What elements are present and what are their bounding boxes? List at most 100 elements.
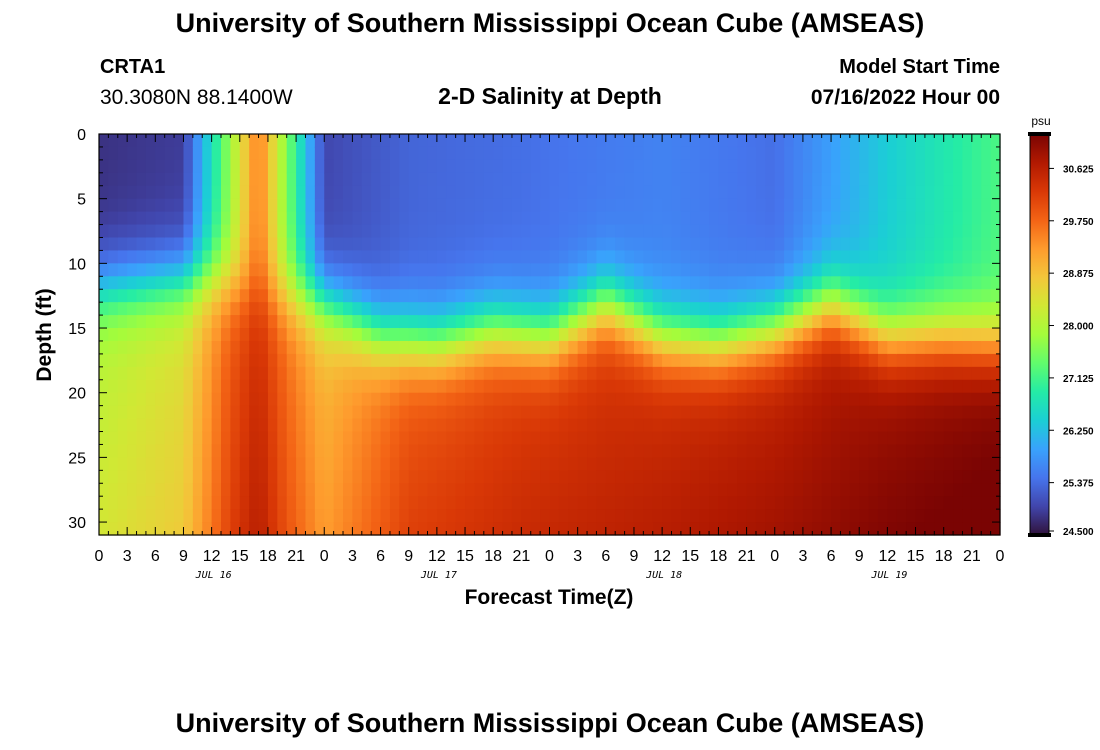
heatmap-cell xyxy=(427,509,438,523)
heatmap-cell xyxy=(934,198,945,213)
heatmap-cell xyxy=(127,522,138,536)
heatmap-cell xyxy=(990,509,1001,523)
heatmap-cell xyxy=(249,392,260,407)
heatmap-cell xyxy=(136,353,147,368)
heatmap-cell xyxy=(587,353,598,368)
heatmap-cell xyxy=(605,302,616,316)
heatmap-cell xyxy=(802,134,813,148)
heatmap-cell xyxy=(784,250,795,264)
heatmap-cell xyxy=(371,276,382,290)
heatmap-cell xyxy=(483,457,494,471)
heatmap-cell xyxy=(296,470,307,484)
heatmap-cell xyxy=(399,457,410,471)
heatmap-cell xyxy=(568,328,579,342)
heatmap-cell xyxy=(333,457,344,471)
heatmap-cell xyxy=(887,224,898,239)
heatmap-cell xyxy=(990,250,1001,264)
heatmap-cell xyxy=(971,263,982,277)
heatmap-cell xyxy=(849,418,860,433)
heatmap-cell xyxy=(821,146,832,161)
heatmap-cell xyxy=(558,185,569,200)
heatmap-cell xyxy=(840,522,851,536)
heatmap-cell xyxy=(718,353,729,368)
heatmap-cell xyxy=(793,522,804,536)
heatmap-cell xyxy=(746,211,757,226)
heatmap-cell xyxy=(906,198,917,213)
x-tick-label: 6 xyxy=(601,548,610,565)
heatmap-cell xyxy=(737,146,748,161)
heatmap-cell xyxy=(211,302,222,316)
heatmap-cell xyxy=(971,302,982,316)
heatmap-cell xyxy=(136,289,147,303)
heatmap-cell xyxy=(652,159,663,174)
heatmap-cell xyxy=(840,146,851,161)
heatmap-cell xyxy=(127,237,138,252)
heatmap-cell xyxy=(896,159,907,174)
heatmap-cell xyxy=(558,353,569,368)
heatmap-cell xyxy=(418,289,429,303)
heatmap-cell xyxy=(577,172,588,187)
x-tick-label: 21 xyxy=(963,548,981,565)
heatmap-cell xyxy=(934,159,945,174)
heatmap-cell xyxy=(202,392,213,407)
heatmap-cell xyxy=(483,302,494,316)
heatmap-cell xyxy=(981,198,992,213)
heatmap-cell xyxy=(896,198,907,213)
heatmap-cell xyxy=(267,134,278,148)
heatmap-cell xyxy=(831,185,842,200)
heatmap-cell xyxy=(587,470,598,484)
heatmap-cell xyxy=(380,431,391,446)
heatmap-cell xyxy=(802,289,813,303)
heatmap-cell xyxy=(343,379,354,394)
heatmap-cell xyxy=(812,185,823,200)
heatmap-cell xyxy=(587,366,598,381)
heatmap-cell xyxy=(568,444,579,458)
heatmap-cell xyxy=(906,134,917,148)
heatmap-cell xyxy=(202,224,213,239)
heatmap-cell xyxy=(981,405,992,420)
heatmap-cell xyxy=(868,276,879,290)
heatmap-cell xyxy=(99,211,109,226)
heatmap-cell xyxy=(709,522,720,536)
heatmap-cell xyxy=(605,444,616,458)
heatmap-cell xyxy=(502,509,513,523)
heatmap-cell xyxy=(802,224,813,239)
heatmap-cell xyxy=(755,315,766,329)
heatmap-cell xyxy=(765,289,776,303)
heatmap-cell xyxy=(943,496,954,510)
heatmap-cell xyxy=(174,315,185,329)
heatmap-cell xyxy=(699,263,710,277)
heatmap-cell xyxy=(690,444,701,458)
heatmap-cell xyxy=(305,405,316,420)
heatmap-cell xyxy=(267,159,278,174)
x-tick-label: 3 xyxy=(798,548,807,565)
heatmap-cell xyxy=(239,405,250,420)
heatmap-cell xyxy=(943,353,954,368)
heatmap-cell xyxy=(727,470,738,484)
heatmap-cell xyxy=(549,470,560,484)
heatmap-cell xyxy=(249,340,260,355)
heatmap-cell xyxy=(127,431,138,446)
heatmap-cell xyxy=(774,237,785,252)
heatmap-cell xyxy=(418,405,429,420)
heatmap-cell xyxy=(286,457,297,471)
heatmap-cell xyxy=(296,315,307,329)
heatmap-cell xyxy=(502,289,513,303)
heatmap-cell xyxy=(324,185,335,200)
heatmap-cell xyxy=(558,315,569,329)
heatmap-cell xyxy=(343,522,354,536)
heatmap-cell xyxy=(352,172,363,187)
heatmap-cell xyxy=(615,134,626,148)
heatmap-cell xyxy=(117,366,128,381)
heatmap-cell xyxy=(774,483,785,497)
heatmap-cell xyxy=(493,405,504,420)
heatmap-cell xyxy=(812,340,823,355)
heatmap-cell xyxy=(549,353,560,368)
heatmap-cell xyxy=(530,146,541,161)
heatmap-cell xyxy=(221,509,231,523)
heatmap-cell xyxy=(746,185,757,200)
heatmap-cell xyxy=(690,289,701,303)
heatmap-cell xyxy=(596,470,607,484)
heatmap-cell xyxy=(624,315,635,329)
heatmap-cell xyxy=(765,276,776,290)
